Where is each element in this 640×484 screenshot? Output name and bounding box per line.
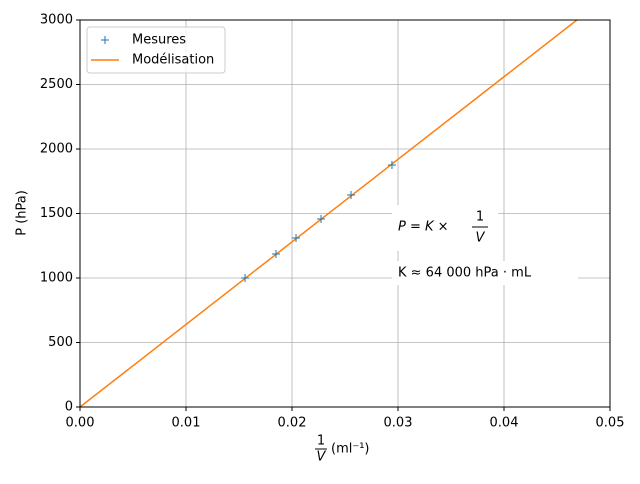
annotation-box xyxy=(392,205,498,251)
scatter-point xyxy=(292,234,301,243)
scatter-point xyxy=(387,160,396,169)
y-axis-label: P (hPa) xyxy=(15,190,30,236)
y-tick-label: 1500 xyxy=(40,206,73,221)
legend-label: Modélisation xyxy=(132,53,214,68)
y-tick-label: 3000 xyxy=(40,13,73,28)
y-tick-label: 0 xyxy=(65,400,73,415)
scatter-point xyxy=(317,215,326,224)
scatter-point xyxy=(241,274,250,282)
annotation-numerator: 1 xyxy=(476,210,484,225)
scatter-point xyxy=(347,191,356,200)
x-label-numerator: 1 xyxy=(317,434,325,449)
x-tick-label: 0.05 xyxy=(596,416,625,431)
x-label-unit: (ml⁻¹) xyxy=(331,442,370,457)
annotation-denominator: V xyxy=(476,231,486,246)
x-label-denominator: V xyxy=(317,450,327,465)
annotation-box xyxy=(392,261,578,285)
line xyxy=(80,20,579,407)
x-tick-label: 0.03 xyxy=(384,416,413,431)
y-tick-label: 2000 xyxy=(40,142,73,157)
y-tick-label: 2500 xyxy=(40,77,73,92)
grid xyxy=(79,19,611,408)
x-tick-label: 0.04 xyxy=(490,416,519,431)
x-tick-label: 0.02 xyxy=(278,416,307,431)
y-tick-label: 500 xyxy=(48,335,73,350)
y-tick-label: 1000 xyxy=(40,271,73,286)
x-tick-label: 0.01 xyxy=(172,416,201,431)
legend-swatch xyxy=(101,36,109,44)
annotation-text: K ≈ 64 000 hPa · mL xyxy=(398,266,532,281)
scatter-point xyxy=(271,250,280,259)
legend-label: Mesures xyxy=(132,33,186,48)
plot-area xyxy=(80,20,579,407)
x-tick-label: 0.00 xyxy=(66,416,95,431)
legend-box xyxy=(86,26,226,74)
annotation-formula: P = K × xyxy=(398,220,449,235)
